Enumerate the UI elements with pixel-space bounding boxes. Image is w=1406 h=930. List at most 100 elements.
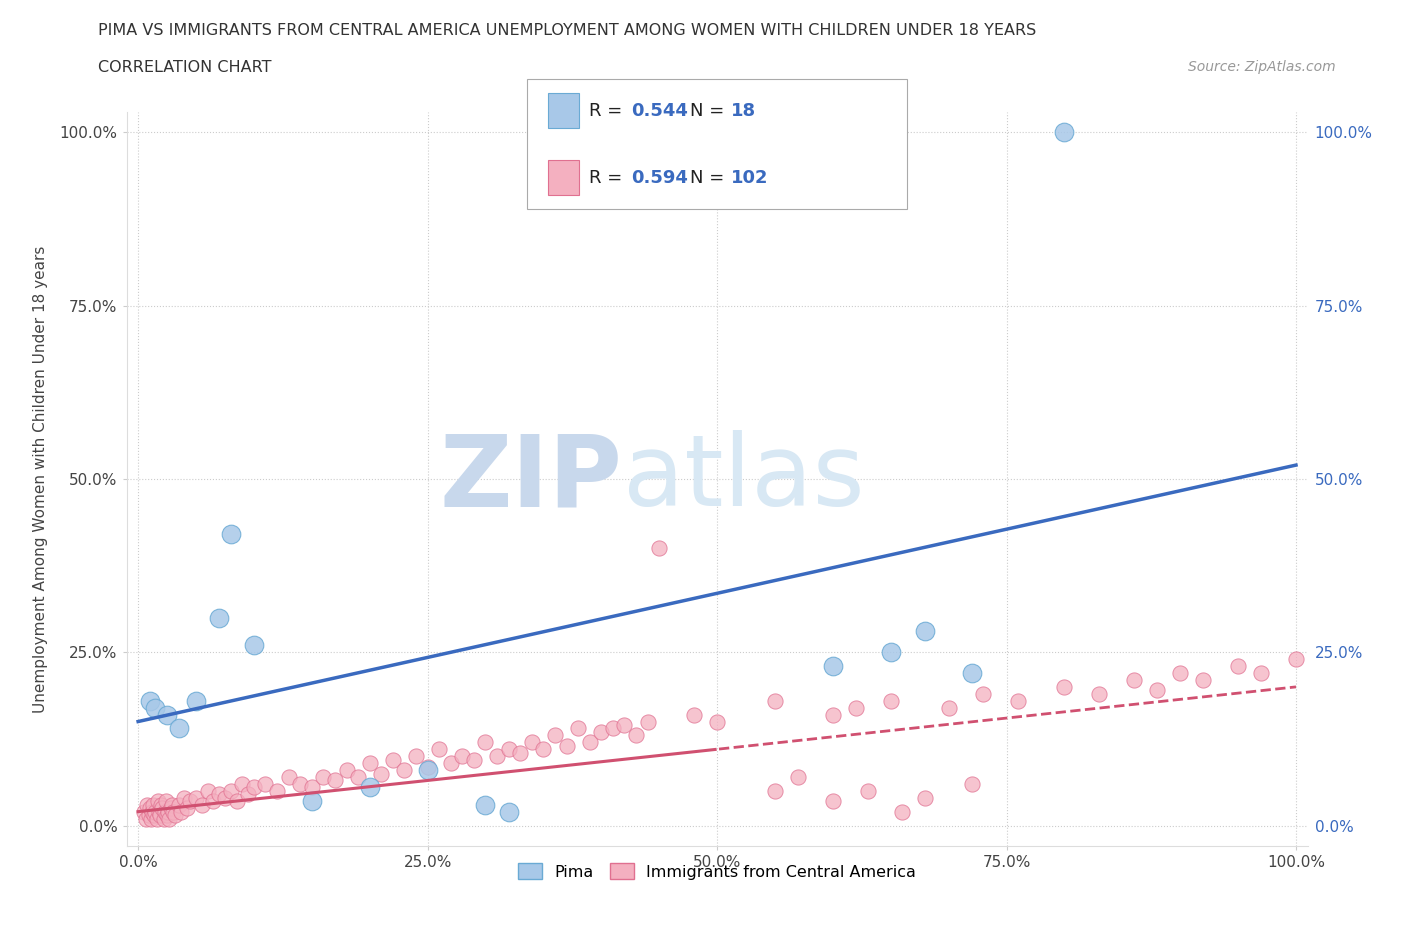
Point <box>763 783 786 798</box>
Point <box>578 735 600 750</box>
Point <box>191 797 214 812</box>
Point <box>880 644 903 659</box>
Point <box>167 721 190 736</box>
Point <box>173 790 195 805</box>
Point <box>266 783 288 798</box>
Point <box>142 797 165 812</box>
Point <box>176 801 198 816</box>
Point <box>145 700 167 715</box>
Point <box>153 804 176 819</box>
Point <box>301 794 323 809</box>
Point <box>637 714 659 729</box>
Point <box>683 707 706 722</box>
Point <box>591 724 613 739</box>
Point <box>290 777 312 791</box>
Point <box>706 714 728 729</box>
Point <box>821 794 844 809</box>
Point <box>544 728 567 743</box>
Text: N =: N = <box>690 101 730 120</box>
Legend: Pima, Immigrants from Central America: Pima, Immigrants from Central America <box>512 857 922 886</box>
Point <box>1053 680 1076 695</box>
Text: R =: R = <box>589 168 628 187</box>
Point <box>219 783 242 798</box>
Point <box>208 610 231 625</box>
Point <box>145 804 167 819</box>
Point <box>162 804 184 819</box>
Point <box>474 797 496 812</box>
Point <box>972 686 994 701</box>
Point <box>1088 686 1111 701</box>
Point <box>960 666 983 681</box>
Point <box>243 780 266 795</box>
Text: Source: ZipAtlas.com: Source: ZipAtlas.com <box>1188 60 1336 74</box>
Point <box>845 700 868 715</box>
Point <box>312 769 335 784</box>
Point <box>359 780 381 795</box>
Point <box>821 707 844 722</box>
Point <box>891 804 914 819</box>
Text: atlas: atlas <box>623 431 865 527</box>
Point <box>170 804 193 819</box>
Point <box>394 763 416 777</box>
Point <box>145 811 167 826</box>
Text: PIMA VS IMMIGRANTS FROM CENTRAL AMERICA UNEMPLOYMENT AMONG WOMEN WITH CHILDREN U: PIMA VS IMMIGRANTS FROM CENTRAL AMERICA … <box>98 23 1036 38</box>
Point <box>150 797 173 812</box>
Point <box>880 693 903 708</box>
Point <box>1122 672 1144 687</box>
Point <box>184 693 207 708</box>
Point <box>763 693 786 708</box>
Point <box>138 801 160 816</box>
Point <box>1053 125 1076 140</box>
Point <box>821 658 844 673</box>
Point <box>157 811 180 826</box>
Point <box>1168 666 1191 681</box>
Point <box>624 728 647 743</box>
Point <box>498 742 520 757</box>
Point <box>179 794 201 809</box>
Point <box>381 752 404 767</box>
Point <box>405 749 427 764</box>
Point <box>960 777 983 791</box>
Point <box>139 811 162 826</box>
Point <box>451 749 474 764</box>
Point <box>498 804 520 819</box>
Point <box>555 738 578 753</box>
Point <box>787 769 810 784</box>
Point <box>138 693 160 708</box>
Point <box>1146 683 1168 698</box>
Text: 102: 102 <box>731 168 769 187</box>
Text: R =: R = <box>589 101 628 120</box>
Point <box>202 794 225 809</box>
Point <box>1285 652 1308 667</box>
Point <box>427 742 450 757</box>
Point <box>1007 693 1029 708</box>
Point <box>219 527 242 542</box>
Text: 18: 18 <box>731 101 756 120</box>
Point <box>231 777 253 791</box>
Point <box>1227 658 1250 673</box>
Point <box>938 700 960 715</box>
Point <box>160 797 183 812</box>
Point <box>156 807 179 822</box>
Point <box>141 804 163 819</box>
Point <box>254 777 277 791</box>
Text: 0.594: 0.594 <box>631 168 688 187</box>
Point <box>149 807 172 822</box>
Point <box>236 787 259 802</box>
Point <box>1250 666 1272 681</box>
Point <box>157 804 180 819</box>
Point <box>132 804 155 819</box>
Point <box>148 804 170 819</box>
Y-axis label: Unemployment Among Women with Children Under 18 years: Unemployment Among Women with Children U… <box>34 246 48 712</box>
Point <box>159 801 181 816</box>
Point <box>440 756 463 771</box>
Point <box>167 797 190 812</box>
Point <box>152 801 174 816</box>
Point <box>463 752 485 767</box>
Point <box>156 707 179 722</box>
Point <box>138 807 160 822</box>
Point <box>914 790 936 805</box>
Point <box>146 794 169 809</box>
Point <box>613 718 636 733</box>
Point <box>277 769 299 784</box>
